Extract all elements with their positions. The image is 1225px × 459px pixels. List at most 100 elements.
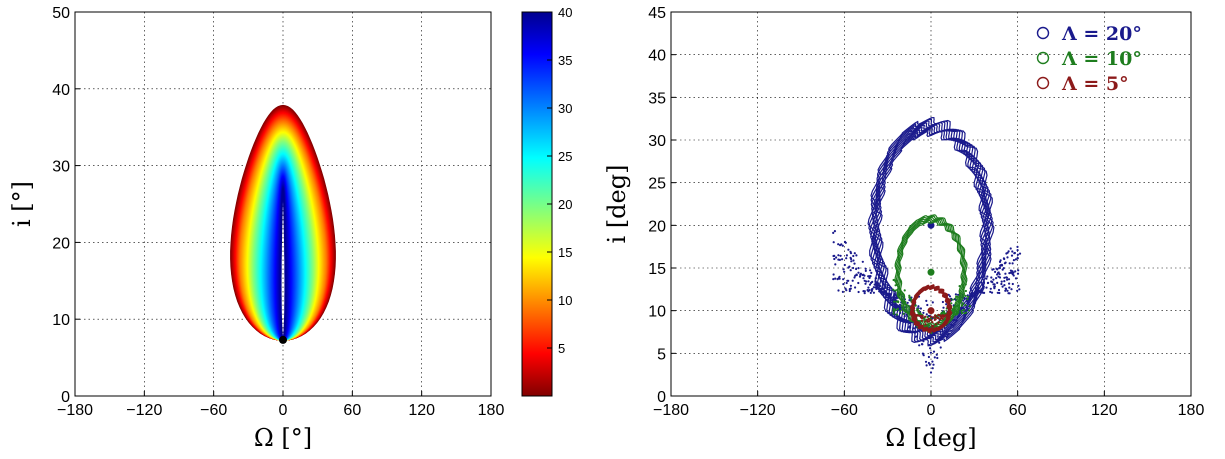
left-y-tick-label: 30: [52, 159, 70, 176]
orbit-sample-point: [969, 297, 972, 300]
right-y-tick-label: 45: [648, 5, 666, 22]
right-y-tick-label: 10: [648, 304, 666, 321]
orbit-sample-point: [857, 290, 860, 294]
orbit-sample-point: [927, 355, 931, 359]
legend-marker: [1036, 26, 1050, 40]
orbit-sample-point: [863, 279, 866, 282]
orbit-sample-point: [921, 343, 924, 346]
orbit-sample-point: [958, 285, 961, 288]
orbit-sample-point: [935, 353, 938, 356]
orbit-sample-point: [929, 347, 932, 350]
orbit-sample-point: [894, 308, 897, 311]
orbit-sample-point: [1012, 271, 1015, 274]
orbit-sample-point: [867, 280, 870, 283]
series-center-point: [927, 307, 935, 315]
series-1: [832, 116, 1022, 374]
orbit-sample-point: [948, 295, 952, 298]
orbit-sample-point: [931, 367, 934, 370]
orbit-sample-point: [926, 319, 929, 322]
orbit-sample-point: [1016, 257, 1019, 260]
orbit-sample-point: [849, 284, 853, 287]
orbit-sample-point: [837, 254, 840, 257]
orbit-sample-point: [958, 314, 961, 317]
orbit-sample-point: [1011, 282, 1014, 286]
orbit-sample-point: [1018, 252, 1022, 255]
orbit-sample-point: [925, 313, 928, 316]
orbit-sample-point: [982, 285, 985, 288]
orbit-sample-point: [848, 289, 851, 293]
orbit-sample-point: [1003, 284, 1006, 287]
orbit-sample-point: [900, 304, 903, 307]
left-grid: [75, 12, 491, 396]
orbit-sample-point: [849, 269, 852, 272]
orbit-sample-point: [959, 300, 963, 303]
orbit-sample-point: [933, 356, 936, 359]
orbit-sample-point: [940, 337, 943, 340]
orbit-sample-point: [924, 323, 927, 326]
orbit-sample-point: [928, 363, 931, 366]
orbit-sample-point: [1016, 289, 1019, 292]
orbit-sample-point: [871, 287, 874, 291]
left-y-tick-label: 0: [61, 389, 70, 406]
orbit-sample-point: [899, 311, 902, 314]
orbit-sample-point: [1000, 280, 1003, 283]
orbit-sample-point: [888, 294, 891, 297]
orbit-sample-point: [1005, 252, 1008, 255]
orbit-sample-point: [925, 299, 928, 302]
orbit-sample-point: [1013, 251, 1017, 255]
orbit-sample-point: [901, 307, 905, 310]
orbit-sample-point: [832, 278, 835, 281]
orbit-sample-point: [992, 278, 995, 281]
orbit-sample-point: [968, 305, 972, 308]
orbit-sample-point: [863, 292, 866, 295]
orbit-sample-point: [993, 283, 996, 286]
orbit-sample-point: [839, 254, 842, 257]
orbit-sample-point: [876, 282, 879, 285]
orbit-sample-point: [938, 341, 941, 344]
right-x-tick-label: 180: [1178, 402, 1205, 419]
orbit-sample-point: [896, 283, 899, 286]
orbit-sample-point: [845, 254, 849, 257]
orbit-sample-point: [954, 293, 958, 296]
left-x-tick-label: 180: [478, 402, 505, 419]
orbit-sample-point: [880, 291, 883, 294]
orbit-sample-point: [937, 338, 941, 341]
orbit-sample-point: [974, 291, 977, 294]
orbit-sample-point: [904, 321, 907, 324]
orbit-sample-point: [832, 231, 835, 234]
colorbar-tick-label: 15: [558, 245, 572, 260]
orbit-sample-point: [914, 331, 917, 334]
orbit-sample-point: [842, 283, 845, 286]
orbit-sample-point: [945, 303, 948, 306]
orbit-sample-point: [874, 280, 877, 283]
orbit-sample-point: [903, 315, 906, 318]
colorbar-tick-label: 20: [558, 197, 572, 212]
orbit-sample-point: [955, 318, 958, 322]
orbit-sample-point: [843, 263, 846, 267]
right-y-tick-label: 35: [648, 90, 666, 107]
orbit-sample-point: [927, 361, 931, 365]
orbit-sample-point: [937, 313, 940, 316]
left-x-tick-label: −120: [126, 402, 162, 419]
legend: Λ = 20° Λ = 10° Λ = 5°: [1036, 23, 1142, 95]
orbit-sample-point: [1017, 269, 1020, 272]
orbit-sample-point: [992, 268, 995, 271]
orbit-sample-point: [1016, 245, 1019, 248]
orbit-sample-point: [951, 324, 955, 327]
equilibrium-marker: [279, 335, 287, 344]
orbit-sample-point: [832, 273, 835, 276]
orbit-sample-point: [869, 269, 872, 272]
left-x-tick-label: −180: [57, 402, 93, 419]
orbit-sample-point: [838, 258, 842, 261]
orbit-sample-point: [1011, 250, 1014, 253]
colorbar-tick-label: 30: [558, 101, 572, 116]
left-y-tick-label: 50: [52, 5, 70, 22]
orbit-sample-point: [879, 288, 882, 291]
orbit-sample-point: [912, 312, 915, 315]
orbit-sample-point: [955, 313, 959, 316]
orbit-sample-point: [1008, 262, 1011, 265]
orbit-sample-point: [931, 301, 934, 304]
colorbar-tick-label: 40: [558, 5, 572, 20]
orbit-sample-point: [928, 343, 931, 347]
orbit-sample-point: [846, 279, 849, 282]
